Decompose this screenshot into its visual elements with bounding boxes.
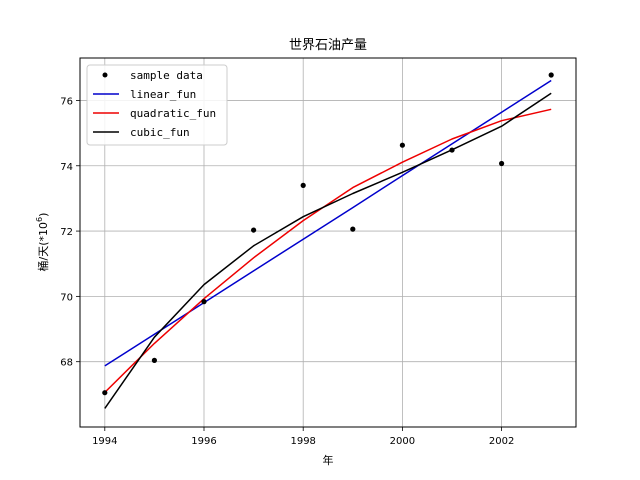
- y-tick-label-74: 74: [60, 162, 73, 173]
- x-tick-label-2000: 2000: [390, 436, 415, 447]
- legend-label-linear-fun: linear_fun: [130, 88, 196, 101]
- legend: sample data linear_fun quadratic_fun cub…: [86, 64, 228, 146]
- sample-data-point-1998: [300, 182, 306, 188]
- x-tick-label-1994: 1994: [92, 436, 117, 447]
- y-axis-label-text: 桶/天(*10: [36, 222, 50, 272]
- y-tick-label-68: 68: [60, 358, 73, 369]
- sample-data-point-1995: [151, 357, 157, 363]
- y-tick-label-72: 72: [60, 227, 73, 238]
- x-tick-label-1996: 1996: [191, 436, 216, 447]
- sample-data-point-1999: [350, 226, 356, 232]
- sample-data-point-2001: [449, 147, 455, 153]
- y-axis-label-superscript: 6: [35, 217, 44, 222]
- sample-data-point-1997: [251, 227, 257, 233]
- series-lines: [104, 79, 552, 409]
- series-line-cubic-fun: [104, 92, 552, 409]
- legend-frame: [86, 64, 228, 146]
- legend-label-cubic-fun: cubic_fun: [130, 126, 190, 139]
- legend-marker-sample-data: [102, 72, 108, 78]
- y-tick-label-76: 76: [60, 96, 73, 107]
- x-axis-label: 年: [323, 453, 334, 467]
- x-tick-label-1998: 1998: [290, 436, 315, 447]
- plot-frame: [79, 57, 577, 428]
- y-axis-label: 桶/天(*106): [35, 213, 50, 272]
- sample-data-point-1994: [102, 390, 108, 396]
- sample-data-point-2000: [399, 142, 405, 148]
- legend-label-quadratic-fun: quadratic_fun: [130, 107, 216, 120]
- y-axis-label-close: ): [37, 213, 50, 217]
- y-tick-label-70: 70: [60, 292, 73, 303]
- sample-data-point-2002: [499, 160, 505, 167]
- series-line-quadratic-fun: [104, 108, 552, 393]
- x-axis-ticks: 1994 1996 1998 2000 2002: [92, 427, 514, 447]
- sample-data-point-2003: [548, 72, 554, 78]
- scatter-points: [102, 72, 554, 396]
- sample-data-point-1996: [201, 299, 207, 305]
- series-line-linear-fun: [104, 79, 552, 367]
- grid: [80, 58, 576, 427]
- legend-label-sample-data: sample data: [130, 69, 203, 82]
- y-axis-ticks: 68 70 72 74 76: [60, 96, 80, 369]
- x-tick-label-2002: 2002: [489, 436, 514, 447]
- chart-title: 世界石油产量: [289, 38, 367, 53]
